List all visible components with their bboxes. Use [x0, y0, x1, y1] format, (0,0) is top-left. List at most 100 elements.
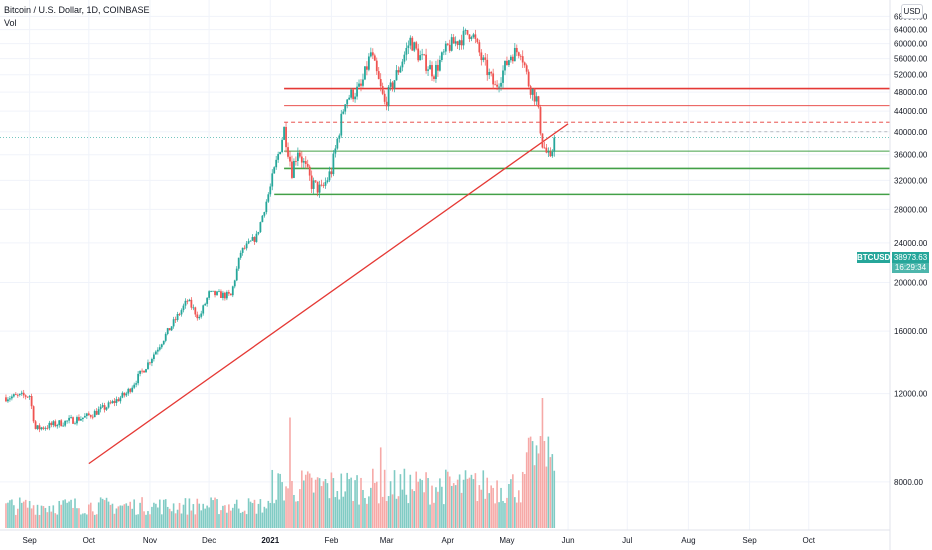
time-tick-label: Jun — [562, 536, 575, 545]
volume-bar — [60, 504, 62, 528]
volume-bar — [403, 468, 406, 528]
volume-bar — [15, 514, 17, 528]
volume-bar — [372, 468, 374, 528]
volume-bar — [149, 514, 151, 528]
candle-body — [362, 79, 364, 86]
candle-body — [314, 180, 317, 182]
volume-bar — [210, 497, 212, 528]
candle-body — [12, 394, 15, 397]
volume-bar — [496, 480, 498, 528]
volume-bar — [273, 503, 276, 528]
volume-bar — [383, 469, 386, 528]
symbol-title[interactable]: Bitcoin / U.S. Dollar, 1D, COINBASE — [4, 5, 150, 15]
price-tick-label: 16000.00 — [894, 327, 928, 336]
volume-bar — [135, 514, 137, 528]
volume-bar — [105, 497, 108, 528]
time-tick-label: Aug — [681, 536, 695, 545]
candle-body — [42, 427, 45, 429]
candle-body — [454, 41, 457, 44]
candle-body — [472, 34, 475, 38]
volume-bar — [409, 474, 412, 528]
volume-bar — [445, 469, 447, 528]
volume-bar — [241, 511, 244, 528]
time-tick-label: Apr — [442, 536, 455, 545]
horizontal-levels — [0, 87, 890, 196]
candle-body — [194, 307, 197, 315]
candle-body — [58, 420, 61, 426]
candle-body — [149, 362, 151, 364]
volume-bar — [480, 489, 483, 528]
candle-body — [470, 37, 473, 39]
volume-bar — [222, 505, 224, 528]
candle-body — [300, 156, 303, 163]
volume-bar — [370, 487, 372, 528]
volume-bar — [547, 436, 550, 528]
candle-body — [255, 233, 258, 242]
candle-body — [129, 388, 132, 392]
volume-bar — [50, 511, 53, 528]
volume-bar — [235, 499, 238, 528]
candle-body — [533, 88, 536, 102]
candle-body — [332, 153, 335, 175]
candle-body — [46, 427, 49, 429]
volume-bar — [425, 472, 427, 528]
candle-body — [52, 421, 55, 426]
volume-bar — [362, 489, 364, 528]
volume-bar — [397, 496, 400, 528]
candle-body — [377, 71, 380, 80]
candle-body — [338, 135, 341, 139]
candle-body — [543, 147, 546, 149]
candle-body — [206, 297, 209, 304]
volume-bar — [393, 470, 396, 528]
volume-bar — [508, 484, 510, 528]
volume-bar — [297, 501, 299, 528]
volume-bar — [364, 497, 366, 528]
volume-bars — [5, 398, 556, 528]
candle-body — [425, 54, 427, 71]
volume-bar — [208, 507, 210, 528]
candle-body — [48, 422, 51, 429]
volume-bar — [456, 479, 459, 528]
volume-bar — [401, 489, 404, 528]
currency-button[interactable]: USD — [901, 4, 923, 19]
volume-bar — [435, 487, 437, 528]
volume-bar — [468, 477, 471, 528]
volume-bar — [433, 502, 435, 528]
volume-bar — [472, 479, 475, 528]
candle-body — [389, 82, 392, 87]
candle-body — [62, 425, 65, 427]
candle-body — [442, 51, 445, 53]
volume-bar — [470, 474, 473, 528]
candle-body — [251, 237, 254, 241]
candle-body — [295, 160, 297, 162]
candle-body — [506, 60, 508, 66]
candle-body — [511, 56, 514, 62]
volume-bar — [514, 497, 516, 528]
volume-bar — [58, 500, 61, 528]
volume-bar — [301, 470, 303, 528]
volume-indicator-label[interactable]: Vol — [4, 18, 17, 28]
volume-bar — [324, 479, 327, 528]
candle-body — [78, 417, 80, 421]
candle-body — [154, 351, 157, 355]
candle-body — [490, 71, 493, 74]
volume-bar — [302, 480, 305, 528]
volume-bar — [275, 499, 277, 528]
volume-bar — [535, 445, 538, 528]
volume-bar — [32, 505, 35, 528]
volume-bar — [95, 514, 98, 528]
volume-bar — [334, 497, 337, 528]
candle-body — [320, 184, 323, 186]
candle-body — [444, 43, 447, 52]
candle-body — [279, 152, 282, 155]
volume-bar — [454, 485, 457, 528]
candle-body — [460, 40, 463, 46]
candle-body — [302, 161, 305, 163]
candle-body — [141, 370, 143, 372]
candle-body — [500, 82, 502, 87]
candle-body — [476, 38, 479, 43]
candle-body — [135, 383, 138, 385]
volume-bar — [88, 504, 90, 528]
